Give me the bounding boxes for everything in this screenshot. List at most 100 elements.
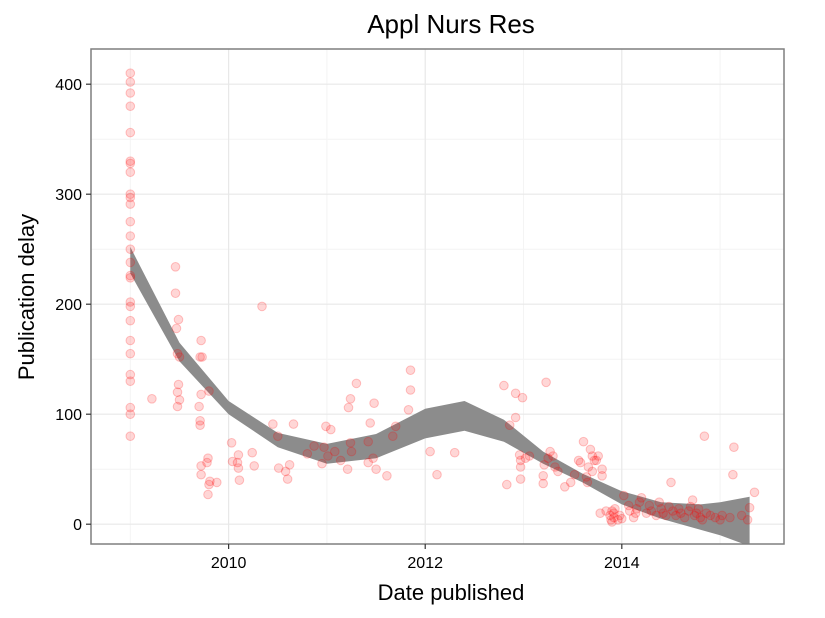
data-point: [363, 457, 374, 468]
data-point: [697, 515, 708, 525]
data-point: [335, 455, 346, 466]
data-point: [257, 301, 267, 312]
data-point: [701, 508, 712, 519]
data-point: [268, 419, 278, 429]
data-point: [689, 510, 700, 521]
data-point: [676, 508, 686, 519]
data-point: [125, 348, 136, 359]
y-axis-title: Publication delay: [14, 214, 39, 380]
data-point: [371, 464, 381, 475]
data-point: [560, 482, 570, 492]
data-point: [624, 506, 635, 516]
data-point: [510, 388, 521, 399]
data-point: [601, 506, 611, 516]
chart-title: Appl Nurs Res: [367, 9, 535, 39]
data-point: [628, 512, 639, 523]
data-point: [543, 453, 553, 464]
data-point: [636, 493, 647, 503]
data-point: [634, 497, 645, 508]
data-point: [717, 510, 727, 521]
data-point: [382, 471, 392, 481]
data-point: [125, 189, 136, 199]
data-point: [687, 495, 698, 505]
data-point: [583, 462, 594, 472]
data-point: [125, 101, 136, 111]
data-point: [742, 515, 753, 525]
data-point: [196, 461, 206, 471]
data-point: [538, 471, 549, 481]
data-point: [502, 479, 512, 490]
data-point: [343, 402, 354, 413]
y-tick-label: 200: [55, 297, 82, 314]
data-point: [226, 438, 237, 448]
data-point: [569, 469, 580, 480]
smooth-band: [130, 247, 750, 544]
data-point: [125, 216, 136, 227]
data-point: [705, 510, 716, 521]
data-point: [388, 431, 398, 442]
data-point: [280, 466, 291, 477]
data-point: [432, 469, 442, 480]
x-tick-label: 2010: [211, 555, 247, 572]
data-point: [205, 476, 215, 487]
data-point: [715, 515, 725, 525]
data-point: [607, 506, 617, 516]
data-point: [585, 444, 596, 455]
data-point: [125, 431, 136, 442]
data-point: [619, 490, 629, 501]
data-point: [247, 447, 257, 458]
data-point: [595, 508, 606, 519]
data-point: [541, 377, 551, 388]
data-point: [125, 273, 136, 283]
data-point: [125, 127, 136, 138]
panel-border: [90, 48, 785, 545]
data-point: [539, 460, 550, 470]
data-point: [548, 451, 558, 461]
data-point: [203, 489, 213, 500]
data-point: [613, 515, 623, 525]
data-point: [203, 453, 213, 464]
data-point: [646, 506, 657, 516]
data-point: [125, 257, 136, 268]
data-point: [125, 376, 136, 387]
data-point: [504, 420, 515, 431]
data-point: [729, 442, 739, 453]
data-point: [125, 335, 136, 346]
data-point: [520, 453, 531, 464]
data-point: [202, 457, 212, 468]
data-point: [204, 386, 214, 396]
data-point: [641, 508, 652, 519]
data-point: [749, 487, 760, 498]
data-point: [591, 455, 602, 466]
data-point: [170, 288, 181, 299]
data-point: [194, 401, 204, 412]
data-point: [363, 436, 374, 447]
grid: [91, 49, 784, 544]
data-point: [425, 446, 435, 457]
data-point: [345, 438, 356, 448]
panel-background: [91, 49, 784, 544]
data-point: [288, 419, 299, 429]
data-point: [736, 510, 747, 521]
data-point: [319, 442, 329, 453]
data-point: [147, 394, 157, 404]
data-point: [545, 446, 555, 457]
data-point: [693, 504, 704, 514]
data-point: [517, 392, 528, 403]
data-point: [321, 421, 331, 432]
data-point: [679, 512, 690, 523]
data-point: [651, 510, 662, 521]
data-point: [538, 478, 549, 489]
data-point: [368, 453, 378, 464]
data-point: [390, 421, 401, 432]
data-point: [695, 512, 706, 523]
data-point: [515, 462, 526, 472]
data-point: [617, 513, 627, 524]
data-point: [125, 88, 136, 98]
points-layer: [125, 68, 760, 527]
data-point: [125, 192, 136, 203]
y-tick-label: 0: [73, 517, 82, 534]
data-point: [668, 506, 678, 516]
data-point: [273, 431, 283, 442]
x-tick-label: 2012: [407, 555, 443, 572]
